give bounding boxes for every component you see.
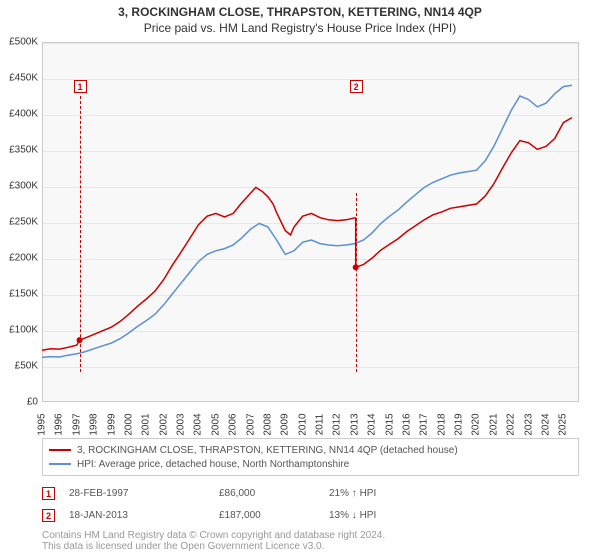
sales-row: 1 28-FEB-1997£86,00021% ↑ HPI xyxy=(42,482,579,504)
sales-date: 18-JAN-2013 xyxy=(69,510,219,521)
legend-label: HPI: Average price, detached house, Nort… xyxy=(77,459,349,470)
legend-swatch xyxy=(49,449,71,451)
legend-row: HPI: Average price, detached house, Nort… xyxy=(49,457,572,471)
marker-dash xyxy=(356,193,357,372)
footnote: Contains HM Land Registry data © Crown c… xyxy=(42,530,579,552)
legend-label: 3, ROCKINGHAM CLOSE, THRAPSTON, KETTERIN… xyxy=(77,445,458,456)
sales-marker: 1 xyxy=(42,487,55,500)
sales-delta: 21% ↑ HPI xyxy=(329,488,469,499)
sales-price: £86,000 xyxy=(219,488,329,499)
sales-row: 2 18-JAN-2013£187,00013% ↓ HPI xyxy=(42,504,579,526)
property-line xyxy=(42,340,80,350)
sales-marker: 2 xyxy=(42,509,55,522)
legend-box: 3, ROCKINGHAM CLOSE, THRAPSTON, KETTERIN… xyxy=(42,438,579,476)
property-line xyxy=(80,187,356,340)
hpi-line xyxy=(42,85,572,357)
footnote-line: Contains HM Land Registry data © Crown c… xyxy=(42,530,579,541)
sales-table: 1 28-FEB-1997£86,00021% ↑ HPI 2 18-JAN-2013… xyxy=(42,482,579,526)
marker-box: 2 xyxy=(350,80,363,93)
legend-swatch xyxy=(49,463,71,465)
chart-svg xyxy=(0,0,600,560)
sales-delta: 13% ↓ HPI xyxy=(329,510,469,521)
sales-date: 28-FEB-1997 xyxy=(69,488,219,499)
marker-dash xyxy=(80,96,81,372)
legend-row: 3, ROCKINGHAM CLOSE, THRAPSTON, KETTERIN… xyxy=(49,443,572,457)
sales-price: £187,000 xyxy=(219,510,329,521)
footnote-line: This data is licensed under the Open Gov… xyxy=(42,541,579,552)
property-line xyxy=(356,118,572,268)
marker-box: 1 xyxy=(74,80,87,93)
